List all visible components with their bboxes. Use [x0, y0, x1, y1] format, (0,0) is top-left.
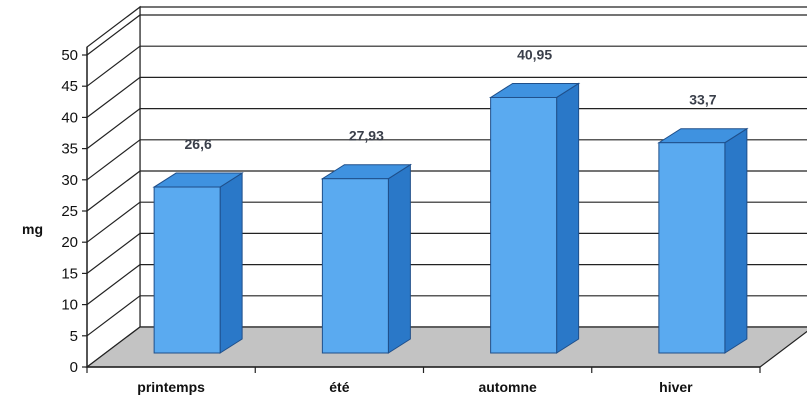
bar-automne — [488, 82, 581, 354]
y-tick-label: 50 — [61, 47, 78, 64]
y-tick-label: 25 — [61, 203, 78, 220]
bar-front — [153, 186, 221, 354]
y-tick-label: 45 — [61, 78, 78, 95]
y-tick-label: 30 — [61, 172, 78, 189]
y-tick-label: 35 — [61, 141, 78, 158]
bar-hiver — [657, 127, 749, 354]
data-label: 26,6 — [185, 136, 212, 152]
y-tick-label: 10 — [61, 297, 78, 314]
x-tick-label: hiver — [659, 379, 693, 395]
chart-walls — [86, 5, 807, 369]
gridline — [86, 139, 807, 181]
data-label: 40,95 — [517, 46, 552, 62]
gridline — [86, 14, 807, 56]
data-label: 33,7 — [689, 92, 716, 108]
bar-front — [490, 96, 558, 354]
gridline — [86, 107, 807, 150]
y-axis-label: mg — [22, 221, 43, 237]
y-tick-label: 40 — [61, 109, 78, 126]
x-tick-label: été — [329, 379, 349, 395]
bars — [152, 82, 749, 354]
bar-side — [387, 163, 411, 354]
gridline — [86, 45, 807, 87]
y-tick-labels: 0 5 10 15 20 25 30 35 40 45 50 — [61, 47, 78, 376]
x-tick-labels: printemps été automne hiver — [137, 379, 693, 395]
gridline — [86, 295, 807, 337]
y-tick-label: 20 — [61, 234, 78, 251]
data-label: 27,93 — [349, 128, 384, 144]
gridline — [86, 264, 807, 306]
bar-side — [724, 127, 748, 354]
bar-front — [321, 178, 389, 354]
bar-printemps — [152, 172, 244, 354]
gridline — [86, 76, 807, 118]
bar-été — [320, 163, 413, 354]
gridlines — [86, 14, 807, 337]
y-tick-label: 0 — [70, 359, 78, 376]
data-labels: 26,6 27,93 40,95 33,7 — [185, 46, 717, 152]
axes — [82, 47, 761, 373]
gridline — [86, 201, 807, 243]
x-tick-label: printemps — [137, 379, 205, 395]
bar-side — [556, 82, 580, 354]
y-tick-label: 5 — [70, 328, 78, 345]
y-tick-label: 15 — [61, 265, 78, 282]
side-wall — [86, 5, 141, 369]
gridline — [86, 170, 807, 212]
x-tick-label: automne — [478, 379, 537, 395]
bar-front — [658, 142, 726, 354]
gridline — [86, 232, 807, 274]
bar-side — [219, 172, 243, 354]
